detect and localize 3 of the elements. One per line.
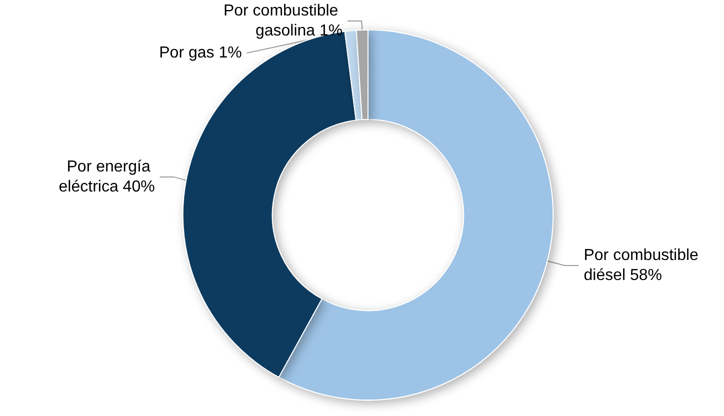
slice-label: Por combustible diésel 58% — [584, 247, 703, 284]
slice-label: Por energía eléctrica 40% — [58, 158, 155, 196]
slice-label: Por gas 1% — [159, 44, 242, 62]
